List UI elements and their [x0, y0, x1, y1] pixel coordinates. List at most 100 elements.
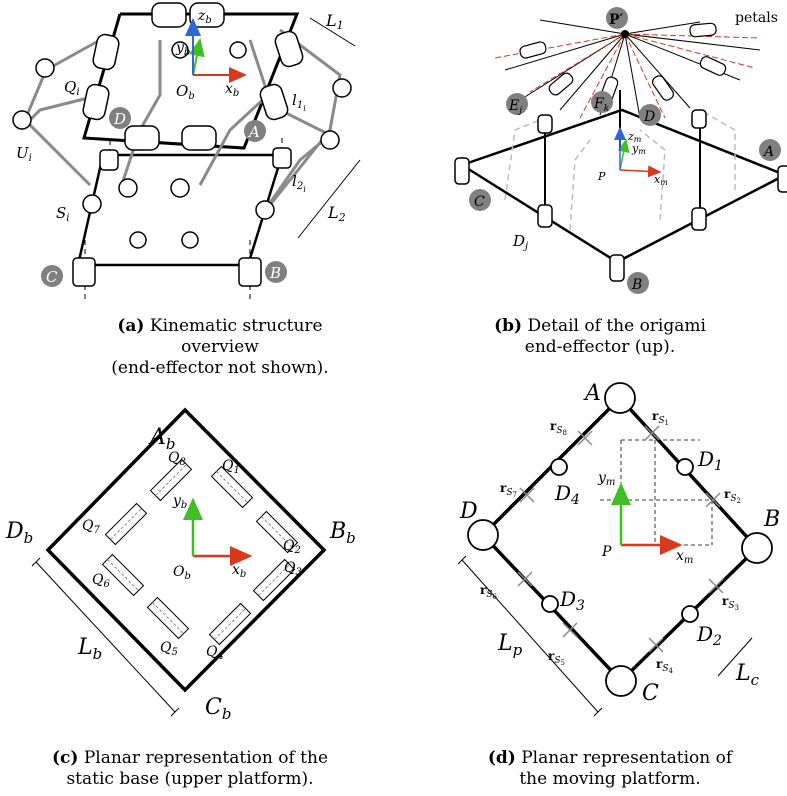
badge-E: Ej	[506, 93, 528, 116]
base-joint-label-1: Q1	[222, 458, 240, 476]
svg-text:A: A	[762, 144, 774, 160]
panel-a-kinematic-structure: zb yb xb Ob Qi Ui Si l1i l2i L1 L2 A B C…	[12, 2, 361, 300]
caption-a: (a) Kinematic structure overview (end-ef…	[80, 316, 360, 379]
sphere-markers: rS1 rS2 rS3 rS4 rS5 rS6 rS7 rS8	[480, 409, 741, 675]
label-Ab: Ab	[148, 425, 176, 453]
badge-D-b: D	[639, 104, 661, 126]
svg-text:C: C	[46, 268, 58, 286]
leg-links	[20, 28, 342, 211]
base-joint-label-3: Q3	[284, 560, 302, 578]
label-yb-c: yb	[172, 493, 187, 511]
badge-B-b: B	[627, 272, 649, 294]
sphere-marker-b-8	[577, 430, 593, 446]
label-D-d: D	[459, 499, 478, 524]
caption-d-tag: (d)	[487, 748, 516, 768]
label-Si: Si	[56, 204, 69, 224]
sphere-label-6: rS6	[480, 583, 498, 601]
label-zb: zb	[197, 8, 212, 26]
badge-A: A	[244, 120, 266, 142]
base-joint-axis-5	[152, 602, 184, 634]
label-Ob: Ob	[176, 82, 195, 102]
caption-c: (c) Planar representation of the static …	[40, 748, 340, 790]
caption-a-tag: (a)	[117, 316, 145, 336]
sphere-marker-b-1	[644, 425, 660, 441]
base-joint-axis-1	[216, 471, 248, 503]
sphere-label-7: rS7	[500, 481, 517, 499]
vertical-rods-b	[544, 90, 701, 215]
badge-C: C	[41, 265, 63, 287]
base-joint-label-6: Q6	[92, 572, 110, 590]
label-Qi: Qi	[64, 78, 80, 98]
badge-Pp: P′	[606, 7, 628, 29]
label-P-b: P	[597, 170, 606, 183]
base-square	[45, 407, 327, 693]
label-l2i: l2i	[292, 172, 306, 194]
corner-circles	[467, 382, 773, 697]
apex-point	[621, 30, 629, 38]
label-xm-d: xm	[676, 548, 693, 566]
label-petals: petals	[735, 10, 778, 26]
dim-Lp	[461, 559, 599, 713]
label-D1: D1	[697, 447, 723, 474]
caption-b-tag: (b)	[494, 316, 523, 336]
svg-text:Fk: Fk	[593, 96, 609, 114]
label-Ui: Ui	[16, 144, 32, 164]
svg-text:D: D	[113, 110, 126, 128]
label-D3: D3	[559, 587, 585, 614]
dim-Lp-tick2	[593, 707, 603, 717]
label-C-d: C	[642, 681, 659, 706]
label-Cb: Cb	[205, 695, 231, 723]
base-joint-axis-3	[258, 564, 290, 596]
label-D4: D4	[554, 481, 580, 508]
dim-Lb-tick1	[31, 557, 41, 567]
base-joint-axis-7	[110, 508, 142, 540]
sphere-label-1: rS1	[652, 409, 669, 427]
panel-b-origami-end-effector: P′ petals Ej Fk D A B C Dj zm ym xm P	[454, 7, 787, 294]
badge-C-b: C	[469, 189, 491, 211]
label-Lp: Lp	[497, 631, 523, 659]
caption-a-line1: Kinematic structure overview	[149, 316, 323, 357]
base-joint-axis-6	[107, 559, 139, 591]
label-Bb: Bb	[329, 519, 356, 547]
sphere-marker-b-3	[708, 578, 724, 594]
label-P-d: P	[601, 544, 612, 560]
base-joint-axis-8	[155, 464, 187, 496]
label-Ob-c: Ob	[173, 564, 191, 582]
label-xm: xm	[654, 173, 668, 187]
dim-L1	[309, 17, 356, 47]
dim-Lc	[717, 637, 753, 677]
base-joint-axis-4	[214, 608, 246, 640]
caption-d-line2: the moving platform.	[519, 769, 701, 789]
prismatic-actuators	[82, 2, 304, 151]
svg-text:B: B	[631, 277, 642, 293]
sphere-label-5: rS5	[548, 649, 565, 667]
caption-c-tag: (c)	[51, 748, 79, 768]
caption-d-line1: Planar representation of	[521, 748, 733, 768]
base-joint-label-4: Q4	[206, 644, 224, 662]
base-joint-axis-2	[261, 516, 293, 548]
caption-b-line2: end-effector (up).	[524, 337, 676, 357]
svg-text:C: C	[474, 194, 485, 210]
caption-c-line1: Planar representation of the	[83, 748, 329, 768]
label-xb: xb	[225, 81, 239, 99]
label-D2: D2	[696, 622, 722, 649]
caption-b-line1: Detail of the origami	[527, 316, 706, 336]
sphere-marker-b-2	[705, 492, 721, 508]
base-joint-label-7: Q7	[82, 518, 100, 536]
caption-a-line2: (end-effector not shown).	[111, 358, 329, 378]
svg-text:D: D	[643, 109, 655, 125]
dim-Lb	[35, 561, 176, 713]
label-ym-d: ym	[597, 470, 615, 488]
universal-joints	[12, 41, 352, 249]
reference-dashes	[600, 439, 713, 546]
caption-d: (d) Planar representation of the moving …	[470, 748, 750, 790]
base-joint-label-8: Q8	[168, 450, 186, 468]
badge-A-b: A	[759, 139, 781, 161]
label-L1: L1	[325, 11, 344, 32]
label-B-d: B	[763, 507, 780, 532]
badge-F: Fk	[591, 91, 613, 114]
axis-x-m	[619, 165, 662, 178]
dim-L2	[297, 159, 361, 239]
sphere-label-4: rS4	[656, 657, 674, 675]
